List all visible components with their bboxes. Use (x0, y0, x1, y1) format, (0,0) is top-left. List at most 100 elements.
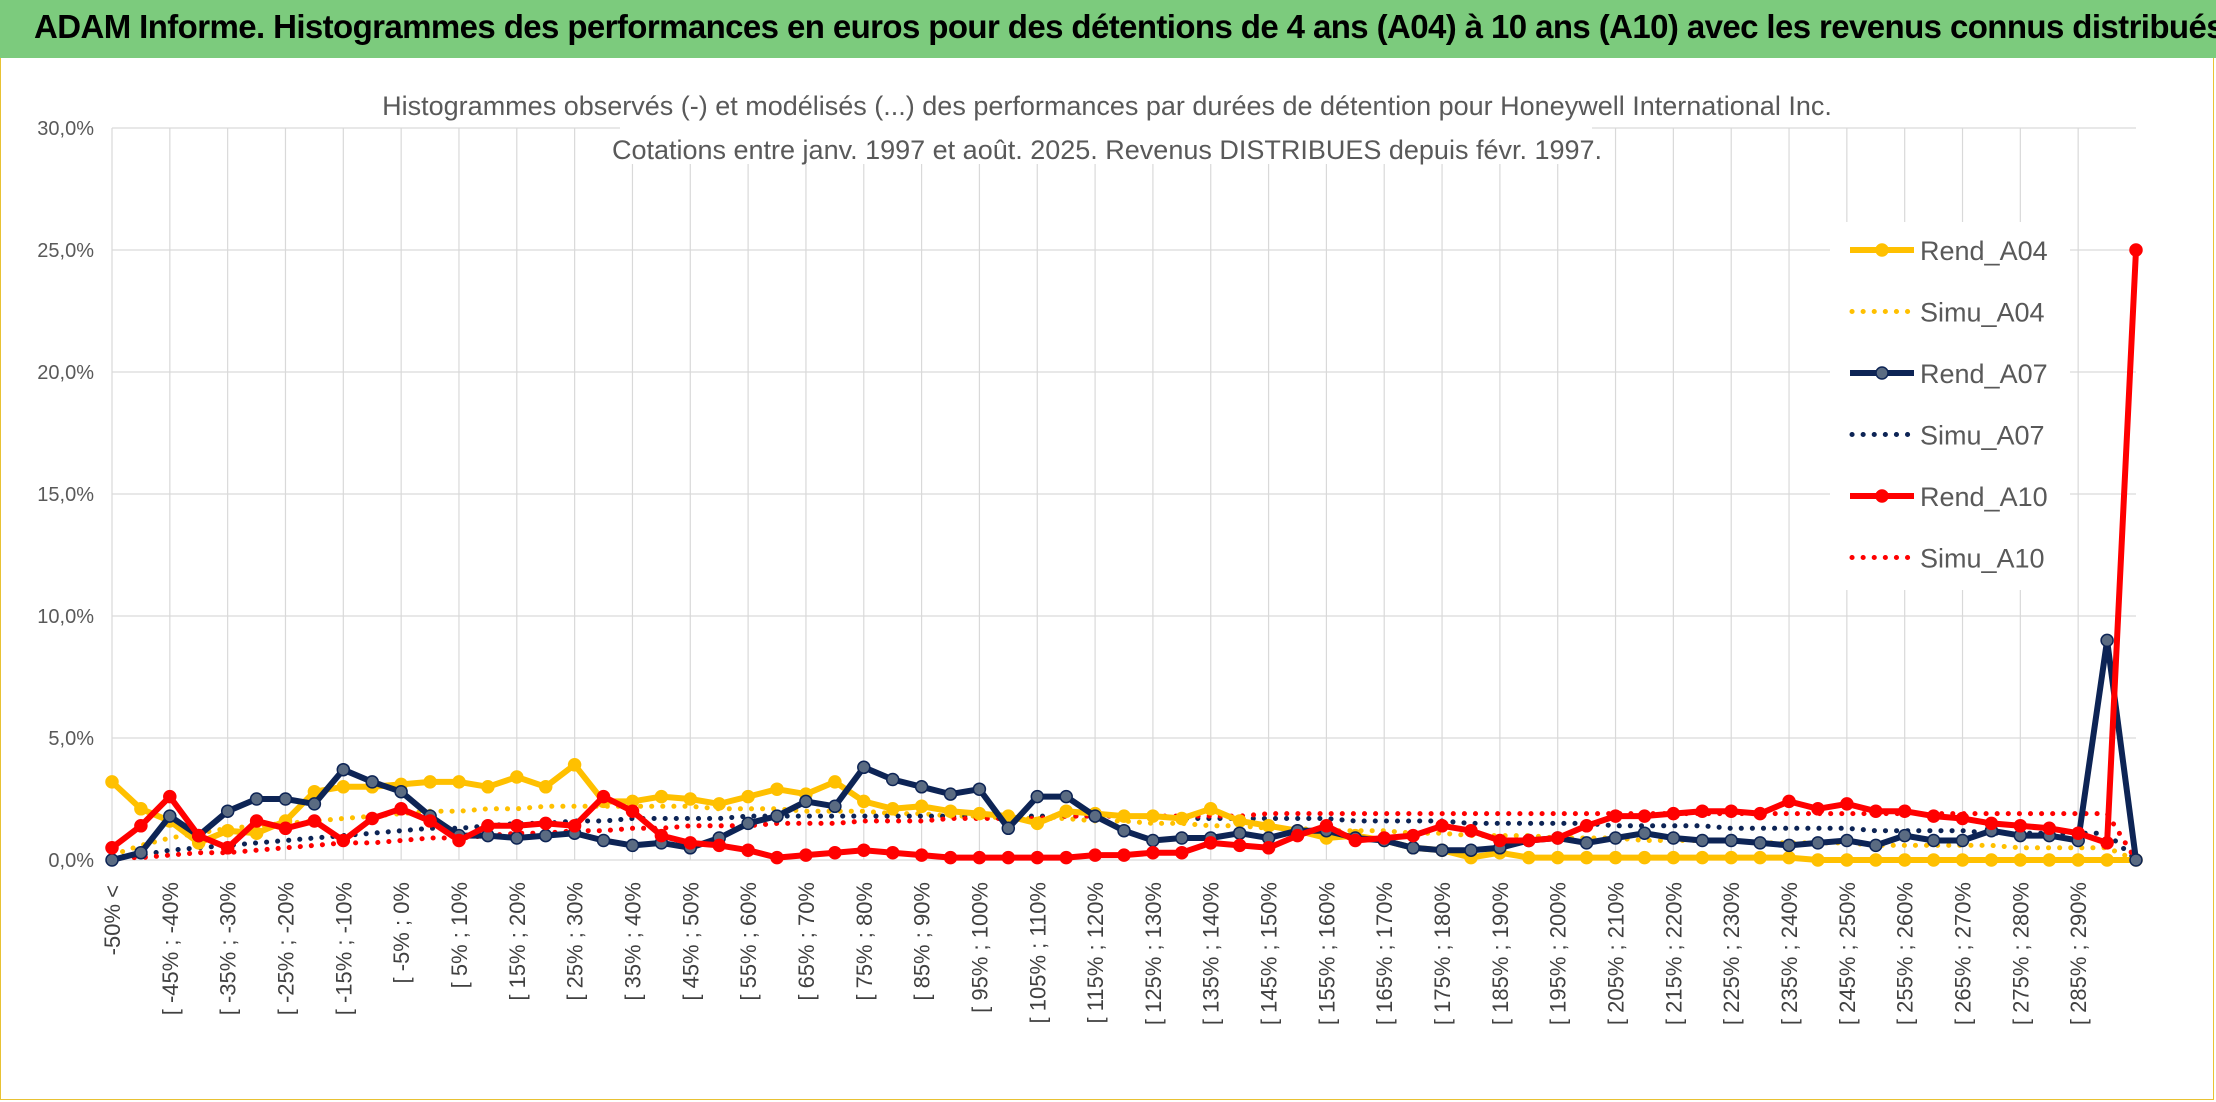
data-point-rend-a10 (134, 819, 148, 833)
x-tick-label: [ 95% ; 100% (967, 882, 992, 1013)
data-point-rend-a10 (365, 811, 379, 826)
data-point-rend-a07 (1955, 833, 1970, 848)
legend-item-rend-a07: Rend_A07 (1850, 359, 2048, 389)
data-point-rend-a07 (1232, 826, 1247, 840)
data-point-rend-a10 (1695, 804, 1710, 818)
data-point-rend-a10 (712, 838, 726, 853)
legend-item-simu-a04: Simu_A04 (1849, 298, 2045, 328)
data-point-rend-a04 (423, 775, 437, 789)
data-point-rend-a04 (1897, 853, 1912, 867)
legend-item-rend-a04: Rend_A04 (1850, 236, 2048, 266)
data-point-rend-a10 (943, 850, 958, 865)
x-tick-label: [ 25% ; 30% (563, 882, 588, 1001)
data-point-rend-a04 (510, 770, 524, 784)
data-point-rend-a07 (1088, 809, 1102, 823)
y-tick-label: 5,0% (48, 728, 94, 750)
x-tick-label: [ -45% ; -40% (158, 882, 183, 1015)
x-tick-label: [ 15% ; 20% (505, 882, 530, 1001)
legend-item-rend-a10: Rend_A10 (1850, 482, 2048, 512)
data-point-rend-a10 (1782, 794, 1796, 809)
chart-series (105, 243, 2143, 867)
y-tick-label: 15,0% (37, 484, 94, 506)
x-tick-label: [ 235% ; 240% (1777, 882, 1802, 1025)
data-point-rend-a07 (365, 775, 379, 789)
data-point-rend-a04 (1840, 853, 1854, 867)
data-point-rend-a07 (741, 816, 755, 831)
data-point-rend-a10 (654, 828, 669, 843)
data-point-rend-a07 (625, 838, 640, 853)
series-line-simu-a10 (109, 811, 2139, 863)
data-point-rend-a04 (2013, 853, 2028, 867)
data-point-rend-a04 (1666, 850, 1681, 865)
data-point-rend-a10 (2071, 826, 2085, 840)
legend-box (1830, 222, 2070, 590)
data-point-rend-a04 (1175, 811, 1189, 826)
data-point-rend-a10 (1435, 819, 1449, 833)
data-point-rend-a04 (1753, 850, 1767, 865)
data-point-rend-a07 (770, 809, 784, 823)
chart-legend: Rend_A04 Simu_A04 Rend_A07 Simu_A07 Rend_A10… (1830, 222, 2070, 590)
data-point-rend-a04 (943, 804, 958, 818)
x-tick-label: [ 255% ; 260% (1893, 882, 1918, 1025)
header-bar: ADAM Informe. Histogrammes des performan… (0, 0, 2216, 58)
data-point-rend-a10 (2100, 836, 2114, 850)
data-point-rend-a07 (1637, 826, 1652, 840)
x-tick-label: [ 265% ; 270% (1951, 882, 1976, 1025)
data-point-rend-a04 (1117, 809, 1131, 823)
x-tick-label: [ 285% ; 290% (2066, 882, 2091, 1025)
data-point-rend-a04 (1637, 850, 1652, 865)
data-point-rend-a10 (914, 848, 929, 862)
data-point-rend-a10 (307, 814, 322, 828)
data-point-rend-a07 (1608, 831, 1623, 845)
x-tick-label: [ 245% ; 250% (1835, 882, 1860, 1025)
legend-label: Rend_A07 (1920, 359, 2048, 389)
x-tick-label: [ 105% ; 110% (1025, 882, 1050, 1023)
data-point-rend-a04 (1984, 853, 1999, 867)
data-point-rend-a07 (105, 853, 119, 867)
data-point-rend-a04 (2071, 853, 2085, 867)
data-point-rend-a07 (1926, 833, 1941, 848)
legend-label: Rend_A10 (1920, 482, 2048, 512)
x-tick-label: [ 75% ; 80% (852, 882, 877, 1001)
data-point-rend-a07 (1753, 836, 1767, 850)
data-point-rend-a07 (1897, 828, 1912, 843)
data-point-rend-a07 (1579, 836, 1594, 850)
data-point-rend-a07 (134, 845, 148, 860)
data-point-rend-a10 (596, 789, 611, 804)
data-point-rend-a04 (1232, 814, 1247, 828)
data-point-rend-a10 (1059, 850, 1073, 865)
data-point-rend-a04 (452, 775, 466, 789)
data-point-rend-a10 (394, 802, 408, 816)
data-point-rend-a10 (1001, 850, 1016, 865)
x-tick-label: [ 185% ; 190% (1488, 882, 1513, 1025)
data-point-rend-a07 (1840, 833, 1854, 848)
data-point-rend-a07 (914, 780, 929, 794)
data-point-rend-a10 (1811, 802, 1825, 816)
data-point-rend-a10 (1203, 836, 1218, 850)
data-point-rend-a04 (1695, 850, 1710, 865)
y-tick-label: 25,0% (37, 240, 94, 262)
data-point-rend-a10 (1493, 833, 1507, 848)
data-point-rend-a10 (1261, 841, 1276, 855)
data-point-rend-a07 (1666, 831, 1681, 845)
y-tick-label: 0,0% (48, 850, 94, 872)
x-tick-label: [ 85% ; 90% (910, 882, 935, 1001)
legend-label: Simu_A10 (1920, 544, 2045, 574)
data-point-rend-a04 (567, 758, 582, 772)
data-point-rend-a04 (1522, 850, 1536, 865)
data-point-rend-a04 (538, 780, 553, 794)
x-tick-label: [ 35% ; 40% (620, 882, 645, 1001)
data-point-rend-a10 (770, 850, 784, 865)
x-tick-label: [ 165% ; 170% (1372, 882, 1397, 1025)
data-point-rend-a04 (481, 780, 495, 794)
data-point-rend-a10 (1146, 845, 1160, 860)
x-tick-label: [ 5% ; 10% (447, 882, 472, 988)
data-point-rend-a07 (307, 797, 322, 811)
data-point-rend-a04 (1550, 850, 1565, 865)
data-point-rend-a10 (1175, 845, 1189, 860)
data-point-rend-a07 (1030, 789, 1045, 804)
y-tick-label: 20,0% (37, 362, 94, 384)
data-point-rend-a10 (625, 804, 640, 818)
legend-marker (1875, 243, 1889, 257)
